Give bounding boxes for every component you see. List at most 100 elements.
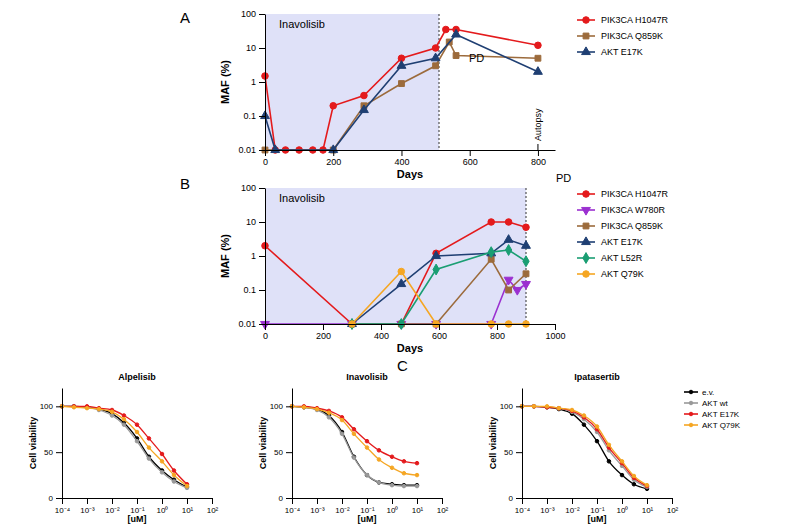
tick: 400 [394,150,409,167]
data-point [582,423,586,427]
data-point [595,425,599,429]
series-line [292,406,417,485]
tick-mark [672,498,673,504]
axis: 050100 [500,389,523,504]
tick-mark [547,498,548,504]
series-line [522,406,647,489]
axis: 050100 [270,389,293,504]
series-line [292,406,417,475]
tick-mark [555,324,556,330]
legend-marker [689,423,693,427]
legend-item: AKT Q79K [577,269,644,279]
tick: 100 [241,9,265,19]
tick-mark [259,82,265,83]
tick-mark [292,498,293,504]
data-point [433,63,439,69]
data-point [377,481,381,485]
data-point [545,405,549,409]
tick-label: 0.1 [243,111,256,121]
plot-area [261,188,531,329]
legend-marker [689,390,693,394]
data-point [85,406,89,410]
series-line [352,250,526,324]
tick-label: 100 [40,402,54,411]
data-point [398,268,405,275]
data-point [595,439,599,443]
data-point [172,480,176,484]
data-point [110,414,114,418]
data-point [340,418,344,422]
data-point [582,414,586,418]
data-point [377,481,381,485]
axis: 10⁻⁴10⁻³10⁻²10⁻¹10⁰10¹10² [515,498,679,515]
data-point [377,458,381,462]
data-point [397,61,406,69]
tick-mark [333,150,334,156]
tick-mark [56,452,62,453]
axis-title: Days [397,342,423,354]
legend-item: AKT E17K [577,47,643,57]
tick: 10 [246,43,265,53]
data-point [352,432,356,436]
legend-swatch [684,391,698,393]
tick: 0.01 [238,145,265,155]
legend-label: AKT E17K [601,237,643,247]
tick-label: 600 [432,331,447,341]
tick: 200 [326,150,341,167]
tick-label: 0.01 [238,145,256,155]
data-point [532,405,536,409]
data-point [557,407,561,411]
tick-mark [522,498,523,504]
tick-label: 50 [504,448,513,457]
data-point [545,405,549,409]
series-line [522,406,647,486]
legend-label: AKT E17K [702,410,740,419]
data-point [415,461,419,465]
data-point [415,473,419,477]
chart: 10⁻⁴10⁻³10⁻²10⁻¹10⁰10¹10²050100[uM]Cell … [258,372,449,524]
tick-label: 10⁻⁴ [285,506,301,515]
tick: 10⁻³ [310,498,325,515]
tick-label: 10¹ [412,506,424,515]
data-point [135,423,139,427]
data-point [135,439,139,443]
series-line [352,272,526,324]
legend-marker [583,33,589,39]
tick-mark [259,48,265,49]
data-point [122,414,126,418]
legend-label: AKT Q79K [702,421,741,430]
data-point [365,446,369,450]
tick: 10⁰ [157,498,169,515]
data-point [72,405,76,409]
data-point [532,405,536,409]
legend-label: AKT E17K [601,47,643,57]
tick-mark [417,498,418,504]
plot-area [520,405,649,491]
tick: 600 [432,324,447,341]
legend-marker [583,17,590,24]
legend-label: PIK3CA H1047R [601,15,669,25]
series-line [265,222,526,324]
data-point [365,473,369,477]
axis-title: MAF (%) [219,60,231,104]
series-line [62,406,187,486]
data-point [632,482,636,486]
tick: 10⁻² [335,498,350,515]
legend-marker [582,207,591,215]
tick: 100 [500,402,522,411]
data-point [402,484,406,488]
tick: 1 [251,77,265,87]
tick-mark [56,498,62,499]
axis-line [522,389,523,499]
axis: 0.010.1110100 [238,183,265,329]
tick-mark [87,498,88,504]
tick-mark [259,188,265,189]
axis-title: Days [397,168,423,180]
legend-label: AKT Q79K [601,269,644,279]
data-point [271,145,280,153]
axis: 050100 [40,389,63,504]
plot-area [60,405,189,490]
axis-title: Cell viability [258,417,268,470]
tick-mark [162,498,163,504]
annotation: Autopsy [533,108,543,141]
